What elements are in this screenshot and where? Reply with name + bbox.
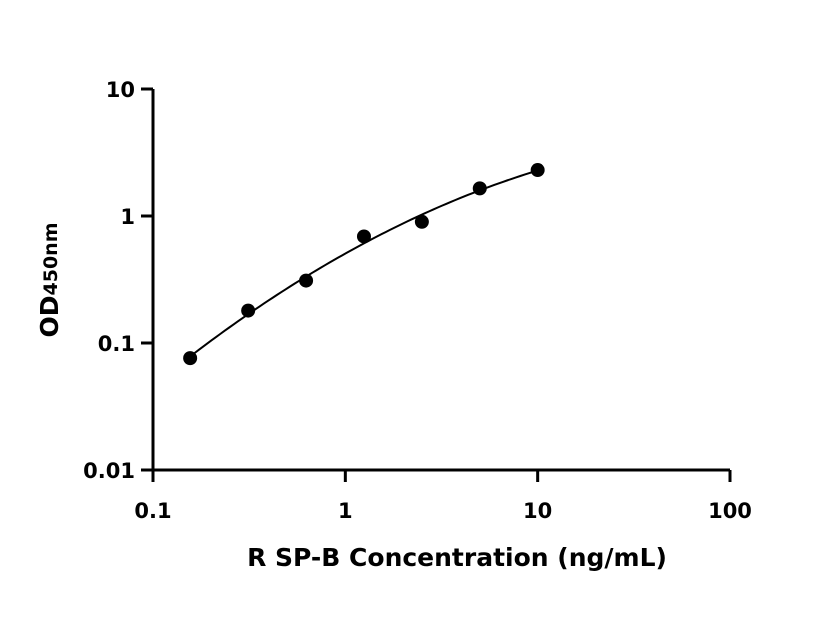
x-tick-label: 1 <box>338 499 353 523</box>
y-tick-label: 1 <box>120 205 135 229</box>
x-axis-title: R SP-B Concentration (ng/mL) <box>247 543 667 572</box>
x-ticks: 0.1 1 10 100 <box>134 470 752 523</box>
data-point <box>183 351 198 366</box>
y-tick-label: 0.1 <box>98 332 135 356</box>
data-point <box>299 273 314 288</box>
y-axis-title: OD450nm <box>35 222 64 337</box>
y-tick-label: 10 <box>106 78 135 102</box>
data-point <box>472 181 487 196</box>
x-tick-label: 0.1 <box>134 499 171 523</box>
data-point <box>241 303 256 318</box>
data-point <box>530 163 545 178</box>
data-point <box>414 214 429 229</box>
y-ticks: 0.01 0.1 1 10 <box>83 78 153 483</box>
data-points <box>183 163 545 366</box>
data-point <box>356 229 371 244</box>
axes: 0.01 0.1 1 10 0.1 1 10 100 <box>83 78 752 523</box>
y-axis-title-sub: 450nm <box>40 222 62 295</box>
y-tick-label: 0.01 <box>83 459 135 483</box>
y-axis-title-main: OD <box>35 295 64 337</box>
x-tick-label: 10 <box>523 499 552 523</box>
x-tick-label: 100 <box>708 499 752 523</box>
fit-curve <box>189 169 538 358</box>
